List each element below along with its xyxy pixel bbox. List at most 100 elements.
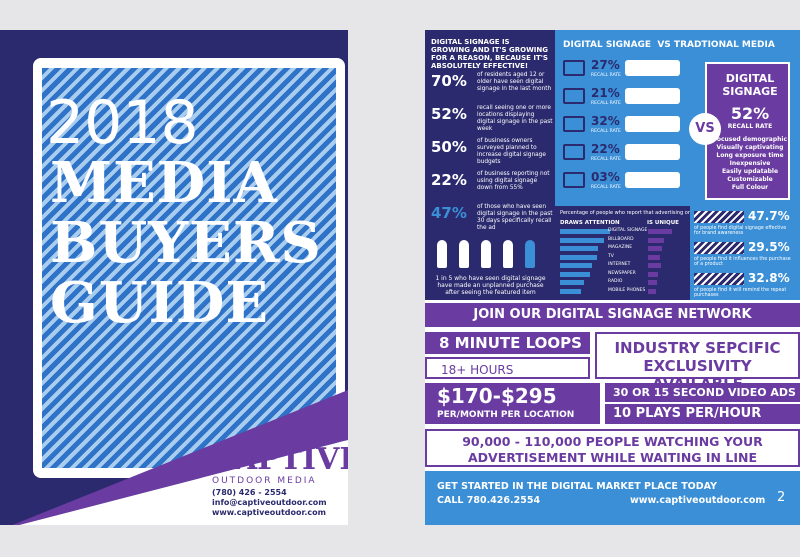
feature: Full Colour xyxy=(731,184,769,191)
features: Focused demographic Visually captivating L… xyxy=(710,136,790,196)
network-title: JOIN OUR DIGITAL SIGNAGE NETWORK xyxy=(425,303,800,327)
draws-bar xyxy=(560,263,592,268)
price-unit: PER/MONTH PER LOCATION xyxy=(437,410,575,420)
price-box xyxy=(425,383,600,424)
media-name: BILLBOARD xyxy=(608,236,634,242)
price: $170-$295 xyxy=(437,384,557,408)
person-icon xyxy=(525,240,535,268)
media-name: NEWSPAPER xyxy=(608,270,636,276)
effect-text: of people find it will remind the repeat… xyxy=(694,288,787,298)
media-label: RECALL RATE xyxy=(591,157,621,162)
cover-year: 2018 xyxy=(46,88,199,158)
people xyxy=(433,240,548,272)
unique-bar xyxy=(648,254,660,260)
stat-text: of those who have seen digital signage i… xyxy=(477,204,553,231)
media-label: RECALL RATE xyxy=(591,185,621,190)
feature: Long exposure time xyxy=(716,152,784,159)
stat-value: 70% xyxy=(431,72,467,90)
feature: Focused demographic xyxy=(712,136,788,143)
cover-title: GUIDE xyxy=(50,270,270,336)
attention-caption: Percentage of people who report that adv… xyxy=(560,210,718,216)
draws-bar xyxy=(560,288,581,294)
ads: 30 OR 15 SECOND VIDEO ADS xyxy=(605,383,800,402)
media-icon xyxy=(563,116,585,132)
person-icon xyxy=(459,240,469,268)
signage-value: 52% xyxy=(730,104,770,123)
unique-bar xyxy=(648,229,672,234)
brand: CAPTIVE xyxy=(210,442,348,477)
infographic-page: DIGITAL SIGNAGE IS GROWING AND IT'S GROW… xyxy=(425,30,800,525)
stat-value: 47% xyxy=(431,204,467,222)
intro: DIGITAL SIGNAGE IS GROWING AND IT'S GROW… xyxy=(431,38,548,70)
stat-value: 52% xyxy=(431,105,467,123)
media-note xyxy=(625,116,680,132)
effect-value: 29.5% xyxy=(748,240,790,254)
media-icon xyxy=(563,60,585,76)
feature: Easily updatable xyxy=(721,168,779,175)
unique-bar xyxy=(648,288,656,294)
draws-bar xyxy=(560,254,597,260)
media-label: RECALL RATE xyxy=(591,101,621,106)
effect-stripe xyxy=(694,211,744,223)
draws-bar xyxy=(560,271,591,277)
media-name: MOBILE PHONES xyxy=(608,287,646,293)
exclusivity: INDUSTRY SEPCIFIC EXCLUSIVITY AVAILABLE xyxy=(595,332,800,393)
stat-value: 22% xyxy=(431,171,467,189)
media-name: INTERNET xyxy=(608,262,631,267)
audience: 90,000 - 110,000 PEOPLE WATCHING YOUR AD… xyxy=(425,429,800,467)
effect-stripe xyxy=(694,242,744,254)
cover-title: BUYERS xyxy=(50,210,322,276)
website: www.captiveoutdoor.com xyxy=(212,508,326,517)
unique-bar xyxy=(648,271,658,277)
signage-label: RECALL RATE xyxy=(727,123,773,130)
footer-website: www.captiveoutdoor.com xyxy=(630,495,766,506)
unique-title: IS UNIQUE xyxy=(647,220,679,226)
media-value: 21% xyxy=(591,86,620,100)
feature: Inexpensive xyxy=(729,160,771,167)
effect-stripe xyxy=(694,273,744,285)
unique-bar xyxy=(648,237,664,243)
effect-value: 47.7% xyxy=(748,209,790,223)
phone: (780) 426 - 2554 xyxy=(212,488,287,497)
person-icon xyxy=(503,240,513,268)
media-note xyxy=(625,144,680,160)
tagline: OUTDOOR MEDIA xyxy=(212,476,317,486)
person-icon xyxy=(437,240,447,268)
unique-bar xyxy=(648,263,661,268)
effect-text: of people find digital signage effective… xyxy=(694,226,787,236)
draws-bar xyxy=(560,237,604,243)
media-name: RADIO xyxy=(608,279,623,284)
person-icon xyxy=(481,240,491,268)
media-icon xyxy=(563,88,585,104)
feature: Visually captivating xyxy=(716,144,784,151)
feature: Customizable xyxy=(727,176,773,183)
footer xyxy=(425,471,800,525)
vs: VS xyxy=(689,113,721,145)
draws-bar xyxy=(560,229,611,234)
media-value: 03% xyxy=(591,170,620,184)
stat-text: recall seeing one or more locations disp… xyxy=(477,105,553,132)
stats: 70% of residents aged 12 or older have se… xyxy=(425,72,555,232)
effect: 47.7% of people find digital signage effe… xyxy=(690,206,800,300)
media-icon xyxy=(563,144,585,160)
comparison-title: DIGITAL SIGNAGE VS TRADTIONAL MEDIA xyxy=(563,40,775,50)
draws-bar xyxy=(560,246,599,251)
effect-text: of people find it influences the purchas… xyxy=(694,257,791,267)
stat-value: 50% xyxy=(431,138,467,156)
draws-bar xyxy=(560,280,584,285)
media-value: 22% xyxy=(591,142,620,156)
stripe-panel xyxy=(42,68,336,468)
media-name: MAGAZINE xyxy=(608,245,633,250)
people-caption: 1 in 5 who have seen digital signage hav… xyxy=(435,275,546,296)
stat-text: of residents aged 12 or older have seen … xyxy=(477,72,552,92)
hours: 18+ HOURS PER/MONTH xyxy=(425,357,590,399)
media-label: RECALL RATE xyxy=(591,73,621,78)
cta: GET STARTED IN THE DIGITAL MARKET PLACE … xyxy=(437,481,717,492)
media-note xyxy=(625,88,680,104)
cover-title: MEDIA xyxy=(50,150,278,216)
attention-chart: DIGITAL SIGNAGE BILLBOARD MAGAZINE TV INTERN… xyxy=(560,228,688,298)
plays: 10 PLAYS PER/HOUR xyxy=(605,404,800,424)
unique-bar xyxy=(648,246,662,251)
